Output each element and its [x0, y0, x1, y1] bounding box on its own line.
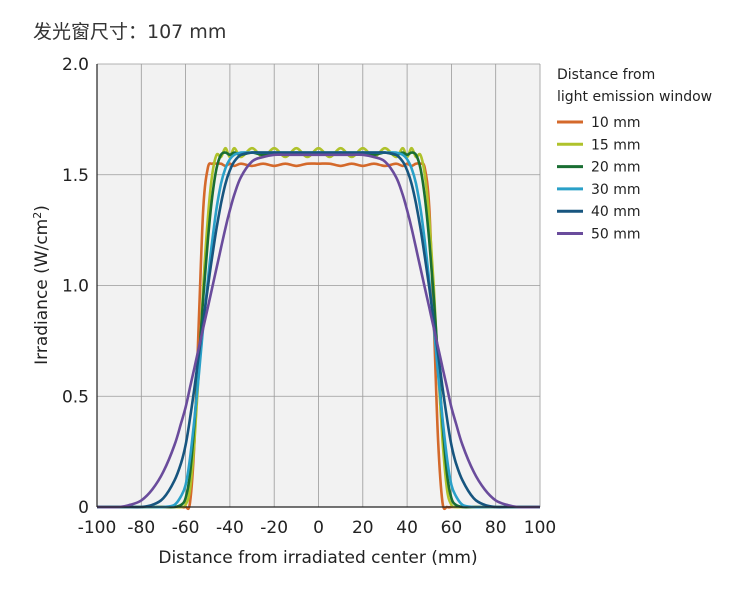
y-tick-label: 1.5: [62, 166, 89, 186]
legend-label: 40 mm: [591, 204, 641, 220]
y-axis-label: Irradiance (W/cm2): [31, 205, 52, 365]
x-tick-label: -100: [78, 518, 117, 538]
legend-label: 10 mm: [591, 115, 641, 131]
x-tick-label: -40: [216, 518, 244, 538]
legend-label: 20 mm: [591, 160, 641, 176]
y-axis-label-sup: 2: [31, 212, 44, 219]
legend-title-line2: light emission window: [557, 89, 712, 105]
x-tick-label: 60: [441, 518, 463, 538]
legend-label: 50 mm: [591, 227, 641, 243]
legend-title-line1: Distance from: [557, 67, 655, 83]
y-axis-label-main: Irradiance (W/cm: [32, 219, 52, 365]
x-tick-label: -20: [260, 518, 288, 538]
y-tick-label: 2.0: [62, 55, 89, 75]
y-tick-labels: 0 0.5 1.0 1.5 2.0: [62, 55, 89, 518]
x-tick-labels: -100 -80 -60 -40 -20 0 20 40 60 80 100: [78, 518, 557, 538]
x-axis-label: Distance from irradiated center (mm): [158, 548, 477, 568]
x-tick-label: -80: [127, 518, 155, 538]
x-tick-label: 20: [352, 518, 374, 538]
y-axis-label-tail: ): [32, 205, 52, 212]
y-tick-label: 0: [78, 498, 89, 518]
y-tick-label: 1.0: [62, 277, 89, 297]
series-lines: [96, 146, 541, 510]
series-line-50-mm: [96, 153, 541, 509]
x-tick-label: 100: [524, 518, 556, 538]
legend-label: 30 mm: [591, 182, 641, 198]
y-tick-label: 0.5: [62, 387, 89, 407]
series-line-15-mm: [96, 146, 541, 509]
x-tick-label: -60: [172, 518, 200, 538]
x-tick-label: 0: [313, 518, 324, 538]
series-line-40-mm: [96, 151, 541, 509]
x-tick-label: 40: [396, 518, 418, 538]
page-title: 发光窗尺寸：107 mm: [33, 21, 227, 43]
legend: 10 mm 15 mm 20 mm 30 mm 40 mm 50 mm: [557, 115, 641, 243]
grid: [97, 63, 541, 507]
legend-label: 15 mm: [591, 137, 641, 153]
x-tick-label: 80: [485, 518, 507, 538]
